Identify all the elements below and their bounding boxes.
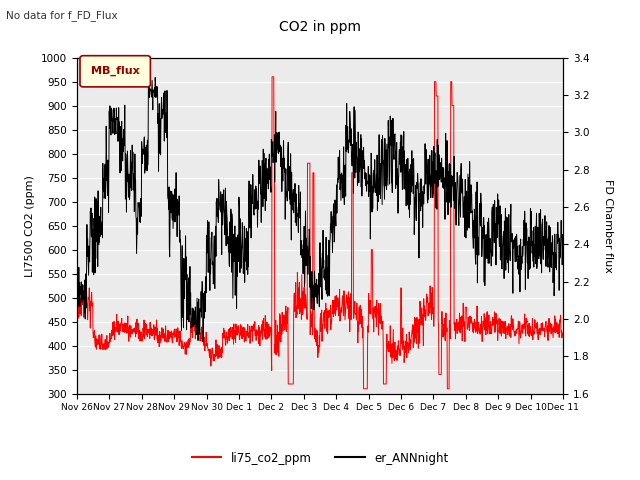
Legend: li75_co2_ppm, er_ANNnight: li75_co2_ppm, er_ANNnight xyxy=(187,447,453,469)
Text: MB_flux: MB_flux xyxy=(91,66,140,76)
Text: CO2 in ppm: CO2 in ppm xyxy=(279,20,361,34)
Y-axis label: LI7500 CO2 (ppm): LI7500 CO2 (ppm) xyxy=(26,175,35,276)
Y-axis label: FD Chamber flux: FD Chamber flux xyxy=(604,179,613,273)
Text: No data for f_FD_Flux: No data for f_FD_Flux xyxy=(6,10,118,21)
